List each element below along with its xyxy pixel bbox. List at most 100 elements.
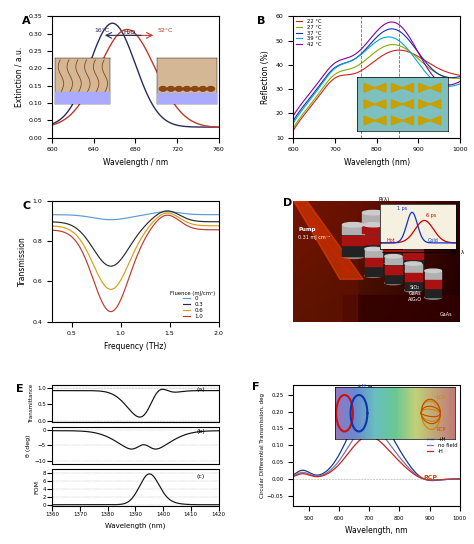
0	[49, 212, 55, 218]
Ellipse shape	[403, 268, 423, 271]
Line: -H: -H	[293, 436, 460, 480]
Bar	[405, 263, 421, 290]
+H	[366, 405, 372, 411]
-H	[429, 477, 435, 483]
Bar	[385, 256, 401, 264]
0.6	[164, 210, 170, 217]
X-axis label: Wavelength (nm): Wavelength (nm)	[344, 158, 410, 167]
Line: 39 °C: 39 °C	[293, 37, 460, 123]
Bar	[405, 263, 421, 271]
Ellipse shape	[343, 254, 364, 258]
1.0	[125, 278, 130, 285]
39 °C	[301, 105, 307, 112]
Bar	[343, 295, 460, 322]
Bar	[383, 233, 403, 242]
Text: D: D	[283, 198, 292, 208]
Bar	[363, 224, 384, 233]
1.0	[165, 212, 171, 219]
Bar	[343, 225, 364, 234]
Line: 22 °C: 22 °C	[293, 50, 460, 130]
Ellipse shape	[385, 255, 401, 258]
27 °C	[390, 41, 396, 48]
22 °C	[396, 47, 402, 53]
Polygon shape	[293, 201, 363, 279]
22 °C	[291, 127, 296, 133]
Line: 42 °C: 42 °C	[293, 22, 460, 116]
0	[79, 213, 84, 219]
Bar	[363, 213, 384, 222]
0.3	[49, 219, 55, 225]
27 °C	[291, 125, 296, 131]
0.6	[108, 286, 114, 293]
no field	[429, 477, 435, 484]
Text: +H →: +H →	[356, 385, 372, 390]
Bar	[363, 213, 384, 244]
no field	[366, 423, 372, 429]
37 °C	[397, 28, 402, 35]
Ellipse shape	[403, 238, 423, 243]
37 °C	[434, 70, 440, 76]
Bar	[365, 249, 382, 257]
0	[216, 212, 221, 218]
Text: GaAs: GaAs	[409, 291, 421, 296]
-H	[343, 453, 349, 460]
+H	[441, 477, 447, 483]
Bar	[425, 271, 441, 279]
27 °C	[392, 41, 397, 48]
no field	[400, 458, 406, 465]
Bar	[383, 233, 403, 262]
0.3	[161, 208, 166, 215]
Line: 0: 0	[52, 212, 219, 220]
42 °C	[417, 52, 423, 59]
Bar	[343, 236, 364, 245]
Bar	[383, 243, 403, 252]
Bar	[403, 251, 423, 259]
0.3	[125, 246, 130, 253]
Y-axis label: θ (deg): θ (deg)	[27, 434, 31, 456]
-H	[291, 473, 296, 480]
0.6	[49, 222, 55, 229]
Line: 27 °C: 27 °C	[293, 45, 460, 128]
-H	[337, 460, 343, 466]
+H	[291, 472, 296, 478]
Y-axis label: Extinction / a.u.: Extinction / a.u.	[14, 47, 23, 107]
1.0	[92, 281, 98, 287]
1.0	[175, 217, 181, 223]
Text: GaAs: GaAs	[440, 312, 453, 317]
Text: (a): (a)	[197, 387, 206, 392]
22 °C	[387, 48, 393, 55]
Ellipse shape	[365, 248, 382, 251]
0.3	[79, 230, 84, 236]
1.0	[79, 247, 84, 254]
0	[175, 209, 181, 216]
39 °C	[291, 120, 296, 126]
X-axis label: Wavelength, nm: Wavelength, nm	[346, 526, 408, 535]
Text: SiO₂: SiO₂	[410, 285, 420, 290]
0.3	[92, 248, 98, 255]
Text: 52°C: 52°C	[157, 28, 173, 33]
Text: -H ←: -H ←	[340, 397, 353, 401]
+H	[343, 438, 349, 444]
Bar	[425, 280, 441, 288]
-H	[420, 475, 426, 482]
0	[147, 211, 153, 217]
no field	[291, 473, 296, 479]
Ellipse shape	[405, 262, 421, 265]
0.3	[164, 208, 170, 214]
39 °C	[387, 34, 393, 40]
Line: 37 °C: 37 °C	[293, 29, 460, 120]
42 °C	[397, 22, 402, 28]
Ellipse shape	[405, 288, 421, 292]
0.6	[161, 211, 166, 217]
no field	[337, 456, 343, 462]
Ellipse shape	[363, 252, 383, 256]
Text: LCP: LCP	[423, 395, 436, 400]
Y-axis label: Reflection (%): Reflection (%)	[261, 50, 270, 104]
no field	[331, 463, 337, 470]
Bar	[363, 225, 383, 254]
no field	[457, 476, 463, 483]
Text: (b): (b)	[197, 429, 206, 434]
1.0	[108, 308, 114, 315]
Bar	[343, 225, 364, 256]
Line: 1.0: 1.0	[52, 215, 219, 312]
